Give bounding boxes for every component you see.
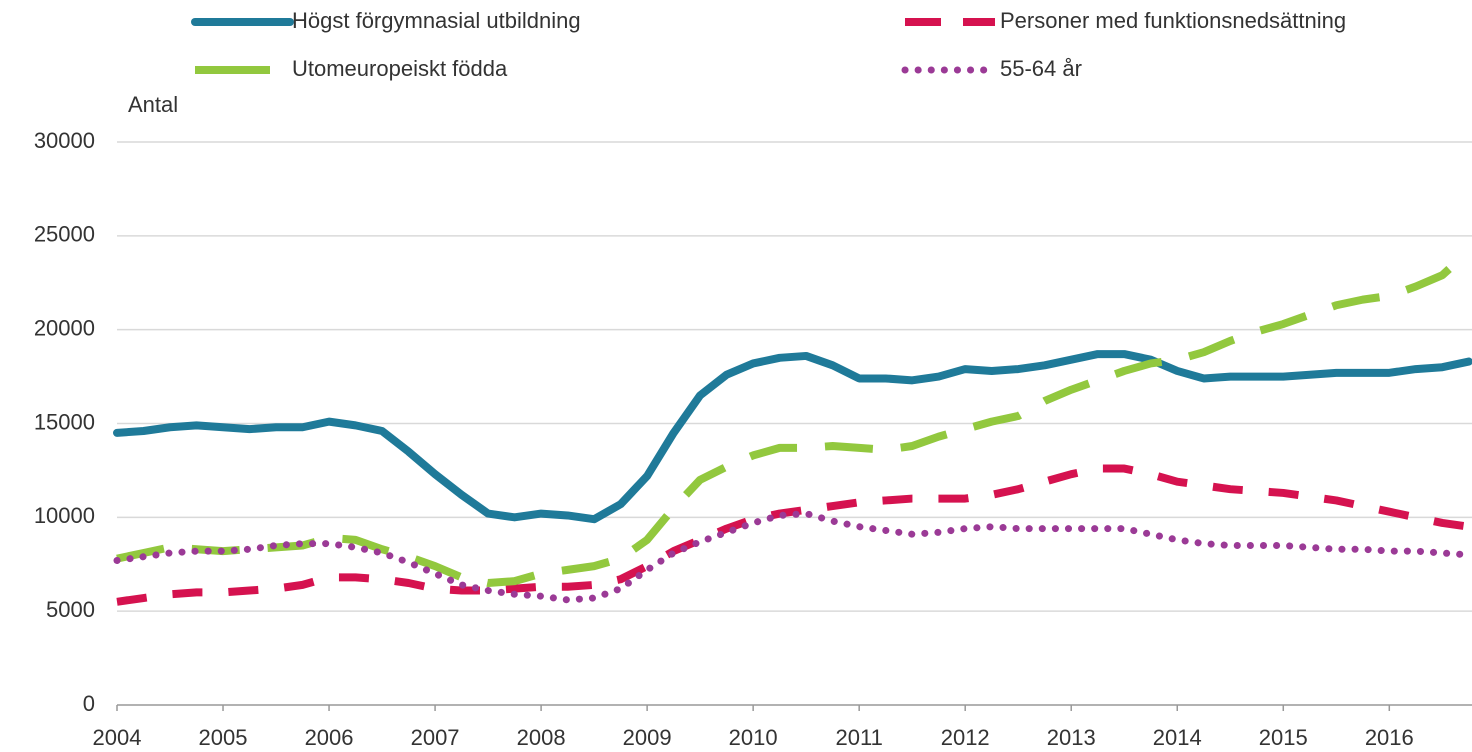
y-tick-label: 25000	[34, 222, 95, 247]
legend-label: Högst förgymnasial utbildning	[292, 8, 581, 33]
y-tick-label: 15000	[34, 409, 95, 434]
y-tick-label: 0	[83, 691, 95, 716]
x-tick-label: 2006	[305, 725, 354, 750]
x-tick-label: 2010	[729, 725, 778, 750]
x-tick-label: 2005	[199, 725, 248, 750]
x-tick-label: 2012	[941, 725, 990, 750]
series-line	[116, 247, 1472, 588]
y-tick-label: 5000	[46, 597, 95, 622]
x-tick-label: 2008	[517, 725, 566, 750]
x-tick-label: 2014	[1153, 725, 1202, 750]
x-tick-label: 2009	[623, 725, 672, 750]
series-line	[116, 464, 1470, 606]
x-tick-label: 2007	[411, 725, 460, 750]
series-line	[113, 350, 1472, 524]
x-tick-label: 2004	[93, 725, 142, 750]
y-axis-label: Antal	[128, 92, 178, 117]
x-tick-label: 2011	[836, 725, 883, 750]
y-tick-label: 20000	[34, 315, 95, 340]
legend-label: Personer med funktionsnedsättning	[1000, 8, 1346, 33]
x-tick-label: 2013	[1047, 725, 1096, 750]
series-line	[113, 510, 1472, 604]
legend-label: Utomeuropeiskt födda	[292, 56, 508, 81]
x-tick-label: 2016	[1365, 725, 1414, 750]
y-tick-label: 10000	[34, 503, 95, 528]
x-tick-label: 2015	[1259, 725, 1308, 750]
legend-label: 55-64 år	[1000, 56, 1082, 81]
y-tick-label: 30000	[34, 128, 95, 153]
